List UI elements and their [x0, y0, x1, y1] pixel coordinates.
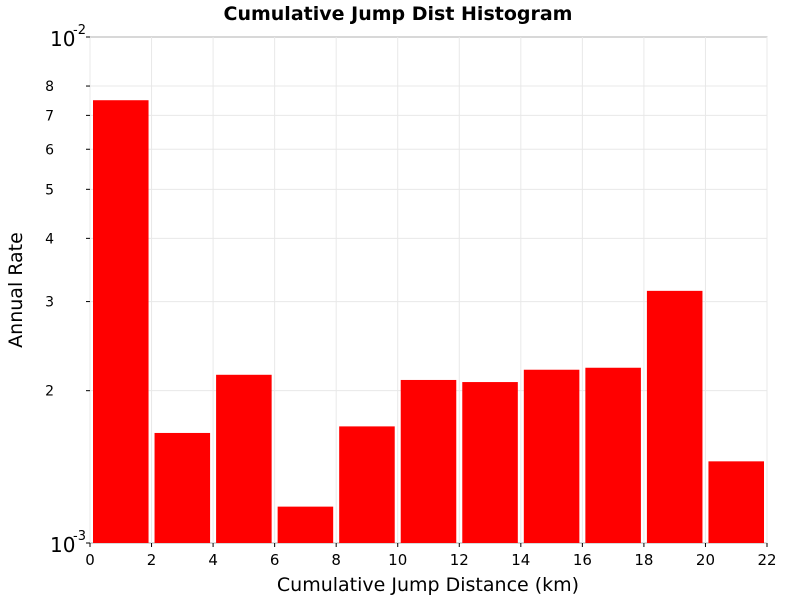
x-tick-label: 16 [573, 551, 592, 569]
y-axis-label: Annual Rate [5, 232, 27, 348]
chart-title: Cumulative Jump Dist Histogram [224, 3, 573, 25]
y-major-tick-base: 10 [50, 27, 75, 51]
histogram-bar [154, 432, 211, 543]
histogram-bar [646, 290, 703, 543]
x-tick-label: 18 [634, 551, 653, 569]
x-tick-label: 4 [208, 551, 218, 569]
x-tick-label: 12 [450, 551, 469, 569]
bars [93, 100, 764, 544]
y-tick-label: 4 [45, 231, 54, 247]
histogram-bar [277, 506, 334, 543]
x-tick-label: 20 [696, 551, 715, 569]
x-tick-label: 22 [757, 551, 776, 569]
y-tick-label: 2 [45, 384, 54, 400]
histogram-bar [523, 369, 580, 543]
x-tick-label: 10 [388, 551, 407, 569]
y-major-tick-label: 10-2 [50, 23, 86, 51]
y-tick-label: 8 [45, 79, 54, 95]
y-tick-label: 7 [45, 108, 54, 124]
histogram-bar [585, 367, 641, 543]
x-tick-label: 2 [147, 551, 157, 569]
y-major-tick-exponent: -2 [73, 23, 86, 38]
histogram-bar [339, 426, 395, 543]
y-tick-label: 3 [45, 295, 54, 311]
x-axis-label: Cumulative Jump Distance (km) [277, 574, 579, 596]
x-tick-label: 8 [331, 551, 341, 569]
histogram-bar [462, 382, 518, 543]
x-tick-label: 0 [85, 551, 95, 569]
histogram-bar [708, 461, 764, 543]
x-tick-label: 6 [270, 551, 280, 569]
histogram-bar [216, 374, 272, 543]
y-major-tick-label: 10-3 [50, 529, 86, 557]
grid [89, 37, 768, 543]
histogram-bar [93, 100, 149, 544]
x-tick-label: 14 [511, 551, 530, 569]
y-tick-label: 5 [45, 182, 54, 198]
y-major-tick-exponent: -3 [73, 529, 86, 544]
histogram-bar [400, 379, 457, 543]
y-major-tick-base: 10 [50, 533, 75, 557]
y-tick-label: 6 [45, 142, 54, 158]
